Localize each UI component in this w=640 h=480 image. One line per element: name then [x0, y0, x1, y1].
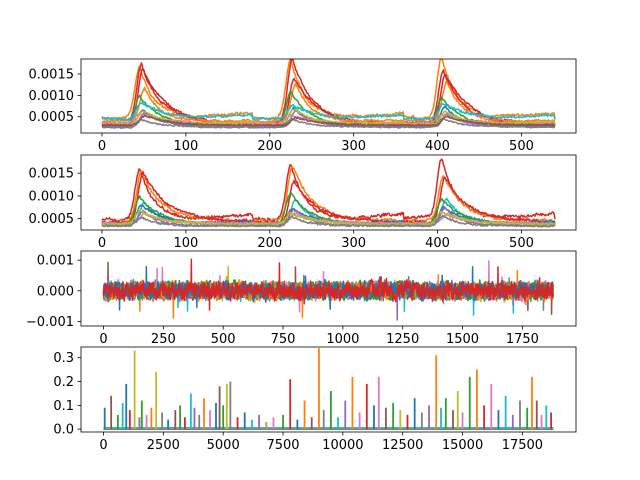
x-tick-label: 0	[98, 139, 106, 154]
panel-2: 0 100 200 300 400 500 0.0005 0.0010 0.0015	[29, 154, 577, 251]
y-tick-label: 0.1	[53, 399, 74, 414]
x-tick-label: 1000	[326, 332, 359, 347]
x-tick-label: 1500	[446, 332, 479, 347]
axes-frame	[80, 154, 577, 231]
series-line-9	[101, 209, 556, 227]
x-tick-label: 750	[271, 332, 296, 347]
series-line-10	[102, 258, 554, 311]
x-tick-label: 100	[173, 139, 198, 154]
y-tick-label: 0.0010	[29, 89, 75, 104]
panel-1: 0 100 200 300 400 500 0.0005 0.0010 0.0015	[29, 58, 577, 154]
panel-3: 0 250 500 750 1000 1250 1500 1750 −0.001 0.000 0.0…	[26, 250, 577, 347]
y-tick-label: 0.0015	[29, 167, 75, 182]
x-tick-label: 2500	[147, 438, 180, 453]
panel-4: 0 2500 5000 7500 10000 12500 15000 17500 0.0 0.1 0…	[53, 346, 577, 453]
series-line-3	[101, 170, 556, 226]
x-tick-label: 500	[211, 332, 236, 347]
series-line-1	[101, 59, 556, 121]
y-tick-label: 0.0005	[29, 110, 75, 125]
x-tick-label: 10000	[322, 438, 363, 453]
y-tick-label: −0.001	[26, 315, 74, 330]
y-tick-label: 0.001	[37, 254, 74, 269]
plot-area	[101, 158, 556, 228]
x-tick-label: 0	[98, 236, 106, 251]
x-tick-label: 5000	[207, 438, 240, 453]
series-line-3	[101, 68, 556, 127]
x-tick-label: 300	[341, 139, 366, 154]
series-line-10	[101, 117, 556, 129]
x-tick-label: 12500	[382, 438, 423, 453]
series-line-12	[101, 114, 556, 127]
x-tick-label: 17500	[502, 438, 543, 453]
plot-area	[103, 348, 554, 430]
series-line-6	[101, 101, 556, 121]
x-tick-label: 400	[425, 236, 450, 251]
y-tick-label: 0.3	[53, 351, 74, 366]
x-tick-label: 400	[425, 139, 450, 154]
x-tick-label: 250	[151, 332, 176, 347]
x-tick-label: 500	[509, 236, 534, 251]
x-tick-label: 100	[173, 236, 198, 251]
y-tick-label: 0.0	[53, 423, 74, 438]
x-tick-label: 300	[341, 236, 366, 251]
y-tick-label: 0.0005	[29, 212, 75, 227]
x-tick-label: 0	[99, 332, 107, 347]
x-tick-label: 1250	[386, 332, 419, 347]
x-tick-label: 7500	[266, 438, 299, 453]
x-tick-label: 15000	[442, 438, 483, 453]
x-tick-label: 200	[257, 139, 282, 154]
x-tick-label: 0	[99, 438, 107, 453]
axes-frame	[80, 346, 577, 433]
y-tick-label: 0.0015	[29, 67, 75, 82]
x-tick-label: 1750	[506, 332, 539, 347]
axes-frame	[80, 250, 577, 327]
series-line-10	[101, 214, 556, 228]
axes-frame	[80, 58, 577, 134]
plot-area	[101, 59, 556, 130]
y-tick-label: 0.000	[37, 284, 74, 299]
plot-area	[102, 258, 555, 321]
x-tick-label: 200	[257, 236, 282, 251]
x-tick-label: 500	[509, 139, 534, 154]
y-tick-label: 0.2	[53, 375, 74, 390]
y-tick-label: 0.0010	[29, 189, 75, 204]
